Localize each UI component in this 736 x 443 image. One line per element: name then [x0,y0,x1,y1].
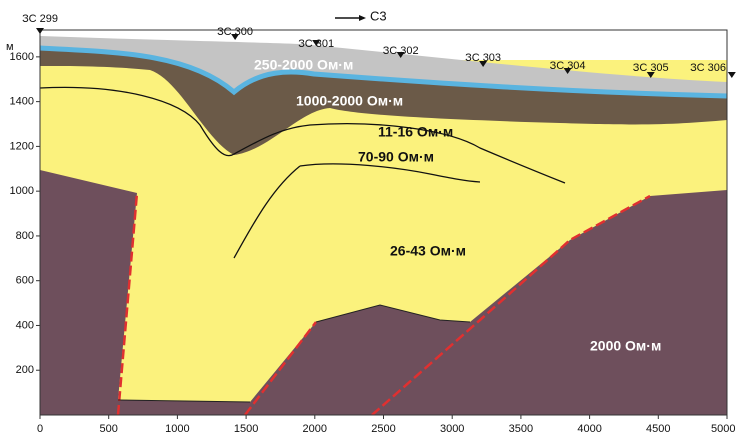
x-tick-label: 500 [100,423,118,435]
section: 250-2000 Ом·м 1000-2000 Ом·м 11-16 Ом·м … [0,0,736,438]
layer-label: 2000 Ом·м [590,338,661,354]
layer-label: 1000-2000 Ом·м [296,93,403,109]
station-label: ЗС 300 [217,26,253,38]
station-label: ЗС 303 [465,52,501,64]
layer-label: 70-90 Ом·м [358,149,434,165]
x-tick-label: 2000 [303,423,327,435]
y-tick-label: 600 [16,275,34,287]
y-tick-label: 1000 [10,185,34,197]
x-tick-label: 0 [37,423,43,435]
y-tick-label: 400 [16,319,34,331]
layer-label: 11-16 Ом·м [378,124,453,140]
station-marker [36,28,44,34]
x-tick-label: 3500 [509,423,533,435]
x-tick-label: 1500 [234,423,258,435]
x-tick-label: 1000 [165,423,189,435]
x-tick-label: 3000 [440,423,464,435]
y-tick-label: 1400 [10,96,34,108]
y-tick-label: 1200 [10,140,34,152]
y-tick-label: 800 [16,230,34,242]
x-tick-label: 4000 [577,423,601,435]
layer-label: 26-43 Ом·м [390,243,466,259]
x-tick-label: 2500 [371,423,395,435]
station-marker [728,72,736,78]
layer-label: 250-2000 Ом·м [254,57,353,73]
direction-arrow [359,15,366,21]
direction-label: С3 [370,8,387,23]
station-label: ЗС 306 [690,62,726,74]
station-label: ЗС 299 [22,13,58,25]
x-tick-label: 5000м [711,423,736,435]
station-label: ЗС 304 [550,60,586,72]
x-tick-label: 4500 [646,423,670,435]
y-tick-label: 200 [16,364,34,376]
station-label: ЗС 305 [633,62,669,74]
station-label: ЗС 301 [298,38,334,50]
y-tick-label: 1600 [10,51,34,63]
station-label: ЗС 302 [383,45,419,57]
